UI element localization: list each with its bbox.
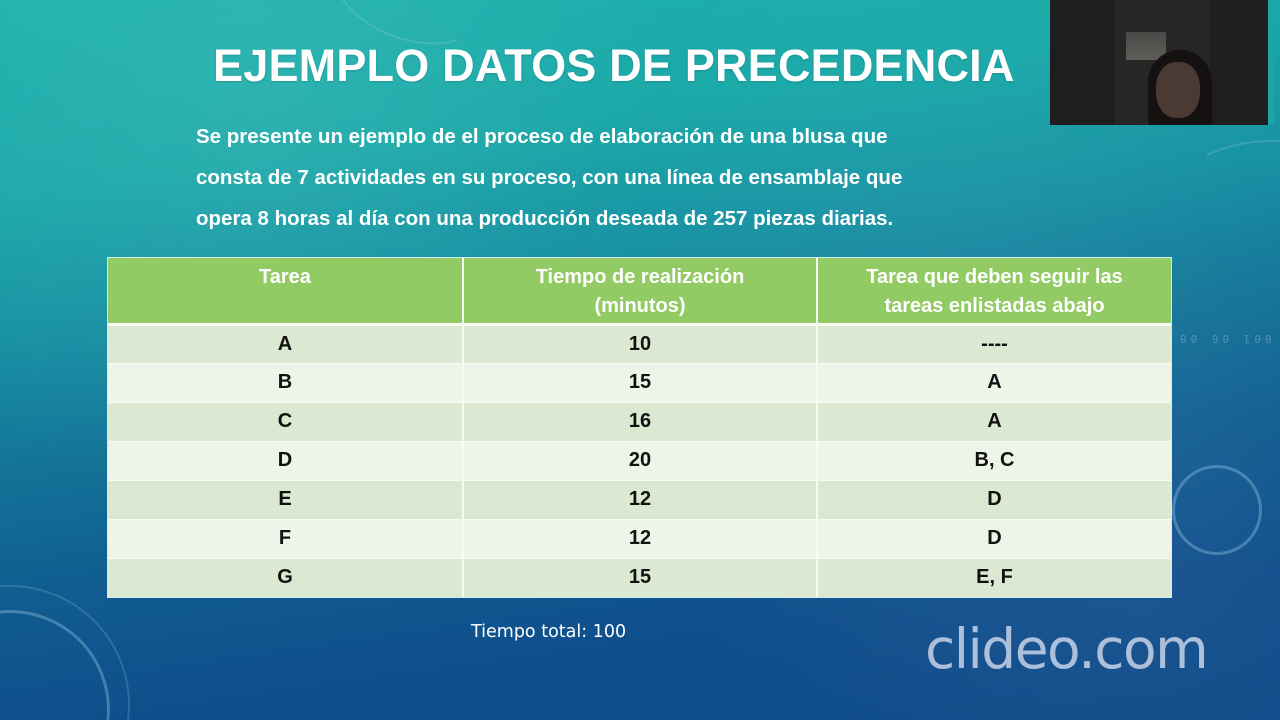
decorative-ring-right — [1172, 465, 1262, 555]
cell-precedencia: D — [817, 480, 1171, 520]
table-row: D 20 B, C — [108, 441, 1171, 481]
slide-intro-text: Se presente un ejemplo de el proceso de … — [196, 116, 1056, 239]
decorative-ring-left-outer — [0, 585, 130, 720]
cell-tiempo: 16 — [463, 402, 818, 442]
cell-tarea: G — [108, 558, 464, 597]
header-line: tareas enlistadas abajo — [884, 295, 1105, 317]
cell-tiempo: 12 — [463, 480, 818, 520]
cell-precedencia: A — [817, 363, 1171, 403]
intro-line: Se presente un ejemplo de el proceso de … — [196, 125, 888, 148]
header-tiempo: Tiempo de realización (minutos) — [463, 258, 818, 326]
webcam-person-face — [1156, 62, 1200, 118]
table-row: E 12 D — [108, 480, 1171, 520]
cell-tiempo: 15 — [463, 363, 818, 403]
slide-title: EJEMPLO DATOS DE PRECEDENCIA — [213, 40, 1015, 91]
cell-precedencia: D — [817, 519, 1171, 559]
header-tarea: Tarea — [108, 258, 464, 326]
cell-precedencia: ---- — [817, 324, 1171, 364]
table-row: G 15 E, F — [108, 558, 1171, 597]
header-line: Tiempo de realización — [535, 266, 745, 288]
cell-tiempo: 12 — [463, 519, 818, 559]
total-time-label: Tiempo total: 100 — [471, 622, 627, 642]
table-row: B 15 A — [108, 363, 1171, 403]
cell-tarea: E — [108, 480, 464, 520]
cell-tarea: C — [108, 402, 464, 442]
cell-precedencia: A — [817, 402, 1171, 442]
header-line: (minutos) — [594, 295, 686, 317]
decorative-ring-left — [0, 610, 110, 720]
webcam-edge — [1268, 0, 1274, 125]
table-row: F 12 D — [108, 519, 1171, 559]
cell-tarea: D — [108, 441, 464, 481]
cell-tarea: B — [108, 363, 464, 403]
clideo-watermark: clideo.com — [925, 617, 1209, 681]
table-row: A 10 ---- — [108, 324, 1171, 364]
table-header-row: Tarea Tiempo de realización (minutos) Ta… — [108, 258, 1171, 326]
cell-tiempo: 10 — [463, 324, 818, 364]
header-line: Tarea que deben seguir las — [866, 266, 1123, 288]
precedence-table: Tarea Tiempo de realización (minutos) Ta… — [107, 257, 1172, 598]
cell-precedencia: B, C — [817, 441, 1171, 481]
webcam-background-light — [1126, 32, 1166, 60]
cell-tarea: F — [108, 519, 464, 559]
intro-line: consta de 7 actividades en su proceso, c… — [196, 166, 903, 189]
cell-tiempo: 20 — [463, 441, 818, 481]
cell-tarea: A — [108, 324, 464, 364]
intro-line: opera 8 horas al día con una producción … — [196, 207, 894, 230]
header-precedencia: Tarea que deben seguir las tareas enlist… — [817, 258, 1171, 326]
cell-tiempo: 15 — [463, 558, 818, 597]
presenter-webcam — [1050, 0, 1274, 125]
header-line: Tarea — [259, 266, 311, 288]
decorative-ticks: 001 06 08 — [1176, 332, 1272, 345]
table-row: C 16 A — [108, 402, 1171, 442]
cell-precedencia: E, F — [817, 558, 1171, 597]
